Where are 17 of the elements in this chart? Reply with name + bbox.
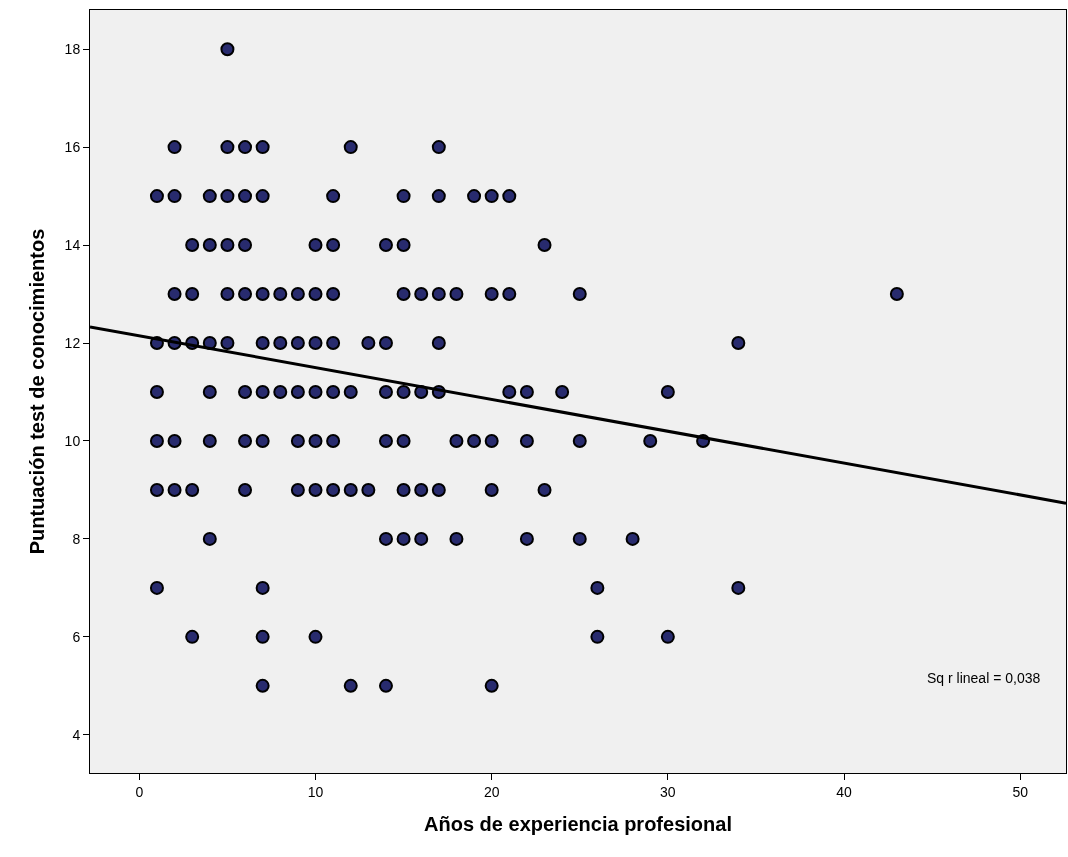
- x-axis-title: Años de experiencia profesional: [424, 813, 732, 836]
- y-tick-label: 8: [72, 530, 81, 547]
- x-tick-label: 10: [307, 783, 324, 800]
- y-tick-label: 4: [72, 726, 81, 743]
- y-tick-label: 14: [64, 236, 81, 253]
- annotation: Sq r lineal = 0,038: [927, 670, 1041, 686]
- x-tick-label: 50: [1012, 783, 1029, 800]
- y-tick-label: 6: [72, 628, 81, 645]
- y-tick-label: 16: [64, 139, 81, 156]
- x-tick-label: 20: [483, 783, 500, 800]
- y-tick-label: 18: [64, 41, 81, 58]
- y-tick-label: 12: [64, 334, 81, 351]
- y-axis-title: Puntuación test de conocimientos: [26, 228, 49, 555]
- x-tick-label: 40: [836, 783, 853, 800]
- x-tick-label: 0: [135, 783, 144, 800]
- x-tick-label: 30: [660, 783, 676, 800]
- y-tick-label: 10: [64, 432, 81, 449]
